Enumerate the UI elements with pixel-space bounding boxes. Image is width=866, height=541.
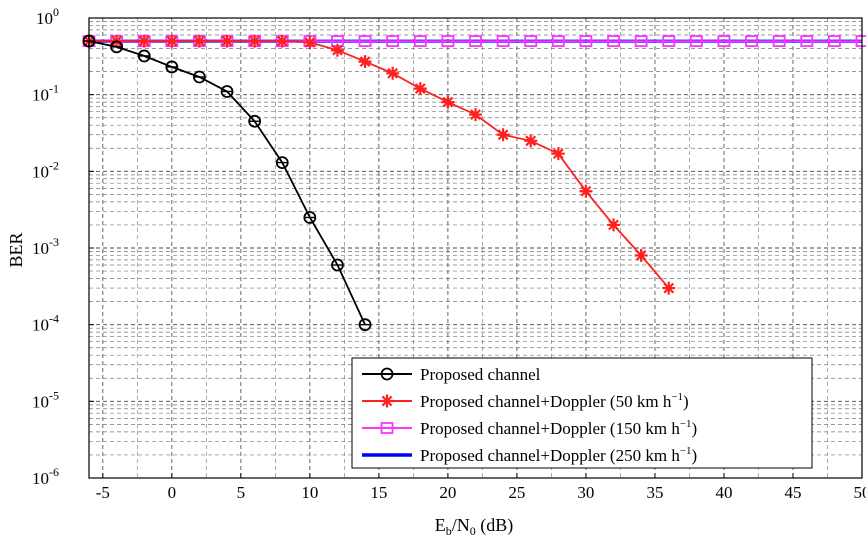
- x-tick-label: 15: [370, 483, 387, 502]
- data-point: [248, 35, 261, 48]
- x-tick-label: 25: [508, 483, 525, 502]
- legend-label: Proposed channel+Doppler (250 km h−1): [420, 445, 697, 465]
- data-point: [276, 35, 289, 48]
- data-point: [331, 44, 344, 57]
- x-tick-label: 20: [439, 483, 456, 502]
- data-point: [193, 35, 206, 48]
- data-point: [303, 36, 316, 49]
- x-tick-label: 40: [715, 483, 732, 502]
- data-point: [469, 108, 482, 121]
- data-point: [165, 35, 178, 48]
- data-point: [635, 249, 648, 262]
- y-tick-label: 10-3: [32, 235, 59, 258]
- data-point: [524, 134, 537, 147]
- y-axis-label: BER: [6, 232, 26, 267]
- y-tick-label: 10-2: [32, 158, 59, 181]
- y-tick-label: 10-5: [32, 388, 59, 411]
- data-point: [607, 218, 620, 231]
- data-point: [138, 35, 151, 48]
- legend: Proposed channel Proposed channel+Doppler…: [352, 358, 812, 468]
- x-tick-label: 0: [168, 483, 177, 502]
- data-point: [662, 282, 675, 295]
- data-point: [579, 185, 592, 198]
- x-axis-label: Eb/N0 (dB): [435, 515, 514, 538]
- x-tick-label: 50: [854, 483, 866, 502]
- data-point: [381, 395, 394, 408]
- x-tick-label: 45: [784, 483, 801, 502]
- y-tick-label: 10-4: [32, 312, 59, 335]
- x-tick-label: 5: [237, 483, 246, 502]
- y-tick-label: 10-1: [32, 82, 59, 105]
- legend-label: Proposed channel: [420, 365, 541, 384]
- x-tick-label: -5: [96, 483, 110, 502]
- y-tick-label: 100: [36, 5, 59, 28]
- data-point: [221, 35, 234, 48]
- data-point: [552, 147, 565, 160]
- y-tick-label: 10-6: [32, 465, 59, 488]
- x-tick-label: 35: [646, 483, 663, 502]
- y-tick-labels: 100 10-1 10-2 10-3 10-4 10-5 10-6: [32, 5, 94, 488]
- legend-label: Proposed channel+Doppler (150 km h−1): [420, 418, 697, 438]
- legend-label: Proposed channel+Doppler (50 km h−1): [420, 391, 689, 411]
- data-point: [359, 55, 372, 68]
- x-tick-label: 10: [301, 483, 318, 502]
- x-tick-label: 30: [577, 483, 594, 502]
- data-point: [386, 67, 399, 80]
- data-point: [414, 82, 427, 95]
- data-point: [441, 96, 454, 109]
- data-point: [497, 128, 510, 141]
